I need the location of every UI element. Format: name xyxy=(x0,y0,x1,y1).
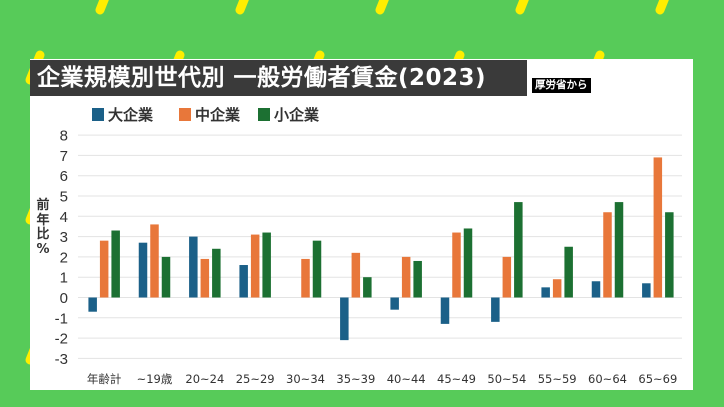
y-tick-label: -3 xyxy=(55,351,68,368)
y-axis-label-char: % xyxy=(36,241,50,257)
bar xyxy=(200,258,210,298)
legend-label-medium: 中企業 xyxy=(195,106,241,124)
x-tick-label: 20~24 xyxy=(185,372,224,386)
bar xyxy=(150,224,159,298)
bar xyxy=(250,234,260,298)
y-tick-label: 7 xyxy=(60,148,68,165)
x-tick-label: 55~59 xyxy=(538,372,577,386)
bar xyxy=(262,232,271,298)
legend-label-large: 大企業 xyxy=(108,106,154,124)
legend-swatch-small xyxy=(258,108,271,121)
bar xyxy=(502,256,512,298)
y-axis-ticks: 8 7 6 5 4 3 2 1 0 -1 -2 -3 xyxy=(55,128,68,368)
x-tick-label: ~19歳 xyxy=(137,372,173,386)
y-tick-label: 2 xyxy=(60,249,68,266)
bar xyxy=(541,287,550,298)
y-axis-label-char: 比 xyxy=(36,227,50,242)
stripe-decoration xyxy=(95,0,109,15)
x-tick-label: 45~49 xyxy=(437,372,476,386)
x-tick-label: 年齢計 xyxy=(87,372,122,386)
y-axis-label: 前年比% xyxy=(36,198,50,257)
stripe-decoration xyxy=(235,0,249,15)
x-tick-label: 30~34 xyxy=(286,372,325,386)
stripe-decoration xyxy=(375,0,389,15)
bar xyxy=(88,297,97,312)
bar xyxy=(390,297,399,310)
y-tick-label: 3 xyxy=(60,229,68,246)
bar xyxy=(401,256,411,298)
legend-item-medium: 中企業 xyxy=(179,104,240,125)
y-tick-label: 4 xyxy=(60,209,68,226)
x-tick-label: 35~39 xyxy=(336,372,375,386)
legend-item-large: 大企業 xyxy=(92,104,153,125)
x-tick-label: 50~54 xyxy=(487,372,526,386)
y-tick-label: 5 xyxy=(60,189,68,206)
bar xyxy=(452,232,461,298)
bar xyxy=(161,256,171,298)
bar xyxy=(653,157,663,298)
chart-legend: 大企業 中企業 小企業 xyxy=(92,104,341,125)
bar xyxy=(99,240,109,298)
bar xyxy=(189,236,198,298)
y-axis-label-char: 前 xyxy=(36,198,50,213)
x-tick-label: 65~69 xyxy=(638,372,677,386)
bar xyxy=(665,212,674,298)
x-tick-label: 25~29 xyxy=(236,372,275,386)
y-tick-label: -2 xyxy=(55,331,68,348)
bar xyxy=(312,240,322,298)
bar xyxy=(111,230,120,298)
bar xyxy=(514,202,523,298)
bar xyxy=(440,297,450,324)
y-tick-label: 0 xyxy=(60,290,68,307)
stripe-decoration xyxy=(515,0,529,15)
bar xyxy=(301,258,310,298)
gridlines xyxy=(78,134,682,359)
x-axis-ticks: 年齢計 ~19歳 20~24 25~29 30~34 35~39 40~44 45~49 50~… xyxy=(87,372,677,386)
stripe-decoration xyxy=(655,0,669,15)
bar xyxy=(363,277,372,298)
legend-item-small: 小企業 xyxy=(258,104,319,125)
bar xyxy=(463,228,473,298)
bar xyxy=(591,281,601,298)
y-tick-label: 8 xyxy=(60,128,68,145)
x-tick-label: 60~64 xyxy=(588,372,627,386)
y-tick-label: -1 xyxy=(55,310,68,327)
bar xyxy=(552,279,562,298)
bar xyxy=(351,252,361,298)
bar xyxy=(642,283,651,298)
y-axis-label-char: 年 xyxy=(36,212,50,228)
bar xyxy=(564,246,573,298)
bar xyxy=(491,297,500,322)
bar xyxy=(138,242,148,298)
bar xyxy=(340,297,349,341)
page-title: 企業規模別世代別 一般労働者賃金(2023) xyxy=(30,60,527,96)
y-tick-label: 1 xyxy=(60,270,68,287)
bar xyxy=(413,260,422,298)
legend-swatch-medium xyxy=(179,108,192,121)
bar xyxy=(212,248,221,298)
chart-panel xyxy=(30,59,693,390)
bar xyxy=(603,212,612,298)
x-tick-label: 40~44 xyxy=(387,372,426,386)
y-tick-label: 6 xyxy=(60,168,68,185)
legend-swatch-large xyxy=(92,108,104,121)
source-badge: 厚労省から xyxy=(532,78,591,93)
bar xyxy=(239,265,248,298)
bar xyxy=(614,202,624,298)
legend-label-small: 小企業 xyxy=(274,106,320,124)
bars xyxy=(88,157,674,341)
